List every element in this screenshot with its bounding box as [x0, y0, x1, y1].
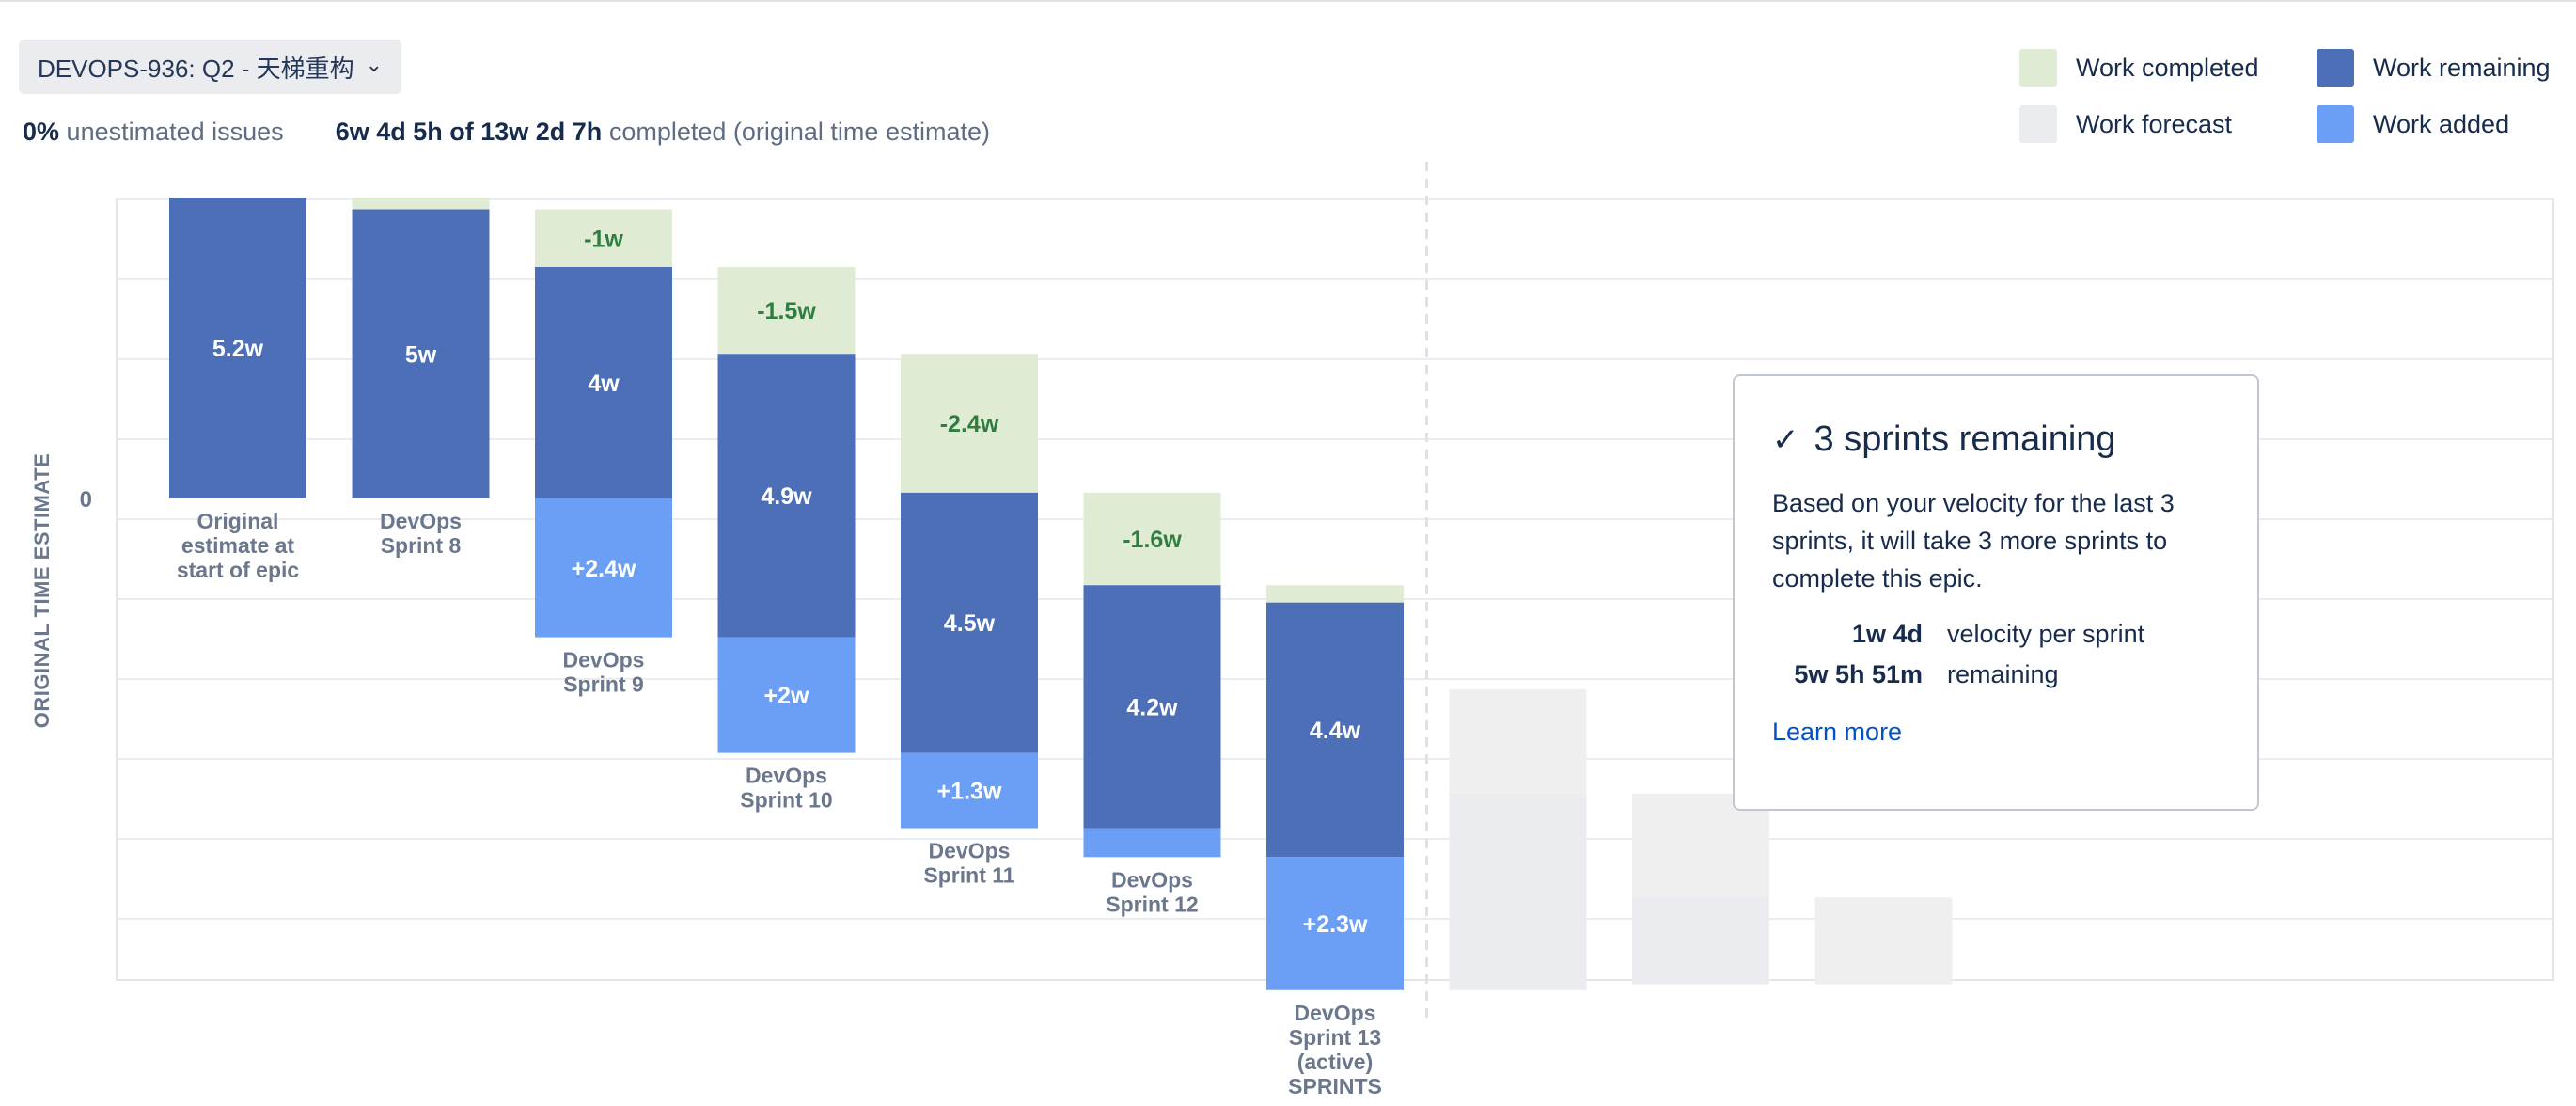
bar-segment-remaining: [535, 267, 672, 498]
legend-label-completed: Work completed: [2076, 53, 2259, 82]
remaining-label: remaining: [1947, 660, 2059, 688]
forecast-segment-remaining: [1449, 793, 1587, 990]
forecast-segment-completed: [1814, 897, 1953, 985]
velocity-value: 1w 4d: [1851, 620, 1923, 648]
bar-label-remaining: 5w: [405, 341, 437, 368]
category-label: estimate at: [181, 533, 295, 558]
bar-segment-remaining: [352, 209, 490, 498]
forecast-tooltip: ✓ 3 sprints remaining Based on your velo…: [1733, 374, 2259, 811]
x-axis-title: SPRINTS: [1288, 1074, 1382, 1098]
bar-label-added: +2.3w: [1303, 911, 1368, 938]
legend-swatch-completed: [2019, 49, 2057, 87]
velocity-label: velocity per sprint: [1947, 620, 2145, 648]
category-label: DevOps: [380, 509, 462, 533]
chart-legend: Work completed Work remaining Work forec…: [2019, 49, 2565, 152]
bar-label-completed: -1.6w: [1123, 527, 1182, 553]
bar-label-remaining: 4.4w: [1310, 718, 1361, 744]
epic-select-dropdown[interactable]: DEVOPS-936: Q2 - 天梯重构 ⌄: [19, 40, 402, 94]
bar-label-remaining: 4.2w: [1126, 694, 1178, 720]
legend-swatch-added: [2317, 105, 2354, 143]
top-divider: [0, 0, 2576, 2]
bar-segment-completed: [352, 198, 490, 210]
remaining-value: 5w 5h 51m: [1794, 660, 1923, 688]
category-label: Sprint 11: [923, 863, 1014, 888]
legend-label-added: Work added: [2373, 109, 2510, 138]
bar-segment-completed: [535, 209, 672, 267]
bar-segment-remaining: [169, 198, 306, 498]
category-label: DevOps: [563, 648, 645, 672]
tooltip-title-text: 3 sprints remaining: [1814, 419, 2116, 459]
bar-label-completed: -1w: [584, 226, 623, 252]
bar-segment-completed: [901, 354, 1038, 493]
category-label: Sprint 10: [740, 788, 832, 813]
category-label: DevOps: [1111, 867, 1193, 892]
bar-label-added: +2.4w: [572, 556, 636, 582]
bar-label-remaining: 5.2w: [212, 336, 264, 362]
bar-segment-remaining: [901, 492, 1038, 753]
tooltip-title: ✓ 3 sprints remaining: [1772, 419, 2220, 460]
legend-label-remaining: Work remaining: [2373, 53, 2551, 82]
tooltip-stats: 1w 4d velocity per sprint 5w 5h 51m rema…: [1772, 620, 2220, 689]
y-axis-title: ORIGINAL TIME ESTIMATE: [30, 453, 54, 729]
forecast-segment-completed: [1632, 793, 1769, 898]
forecast-segment-remaining: [1632, 897, 1769, 985]
bar-segment-completed: [1083, 492, 1221, 586]
learn-more-link[interactable]: Learn more: [1772, 718, 1903, 746]
bar-label-remaining: 4w: [588, 371, 620, 397]
completed-label: completed (original time estimate): [608, 118, 990, 146]
category-label: Sprint 9: [563, 672, 644, 697]
legend-swatch-remaining: [2317, 49, 2354, 87]
bar-label-completed: -2.4w: [940, 411, 999, 437]
category-label: Sprint 13: [1289, 1025, 1381, 1050]
category-label: Sprint 8: [381, 533, 462, 558]
tooltip-description: Based on your velocity for the last 3 sp…: [1772, 489, 2175, 592]
chevron-down-icon: ⌄: [365, 53, 384, 76]
check-icon: ✓: [1772, 421, 1799, 458]
bar-label-remaining: 4.9w: [761, 483, 812, 510]
bar-segment-added: [717, 637, 856, 753]
category-label: DevOps: [1295, 1001, 1376, 1025]
bar-segment-completed: [717, 267, 856, 355]
unestimated-label: unestimated issues: [66, 118, 284, 146]
legend-item-forecast: Work forecast: [2019, 105, 2232, 143]
legend-item-completed: Work completed: [2019, 49, 2259, 87]
category-label: (active): [1297, 1050, 1374, 1074]
y-axis-zero-label: 0: [80, 487, 92, 513]
progress-summary: 0% unestimated issues 6w 4d 5h of 13w 2d…: [23, 118, 990, 147]
bar-label-completed: -1.5w: [757, 298, 816, 324]
bar-segment-added: [535, 498, 672, 638]
unestimated-percent: 0%: [23, 118, 60, 146]
bar-segment-remaining: [717, 354, 856, 638]
bar-label-added: +2w: [764, 683, 810, 709]
bar-segment-remaining: [1083, 585, 1221, 829]
completed-value: 6w 4d 5h of 13w 2d 7h: [335, 118, 603, 146]
category-label: DevOps: [929, 839, 1011, 863]
bar-segment-completed: [1266, 585, 1404, 603]
category-label: Original: [197, 509, 279, 533]
epic-select-label: DEVOPS-936: Q2 - 天梯重构: [38, 54, 354, 83]
legend-swatch-forecast: [2019, 105, 2057, 143]
legend-item-added: Work added: [2317, 105, 2509, 143]
bar-segment-added: [1083, 828, 1221, 858]
category-label: Sprint 12: [1106, 892, 1198, 916]
category-label: start of epic: [177, 558, 300, 582]
category-label: DevOps: [746, 764, 827, 788]
forecast-segment-completed: [1449, 688, 1587, 794]
legend-item-remaining: Work remaining: [2317, 49, 2551, 87]
bar-label-remaining: 4.5w: [944, 610, 996, 637]
bar-segment-added: [901, 752, 1038, 829]
bar-label-added: +1.3w: [937, 779, 1002, 805]
bar-segment-added: [1266, 857, 1404, 990]
bar-segment-remaining: [1266, 602, 1404, 858]
legend-label-forecast: Work forecast: [2076, 109, 2233, 138]
